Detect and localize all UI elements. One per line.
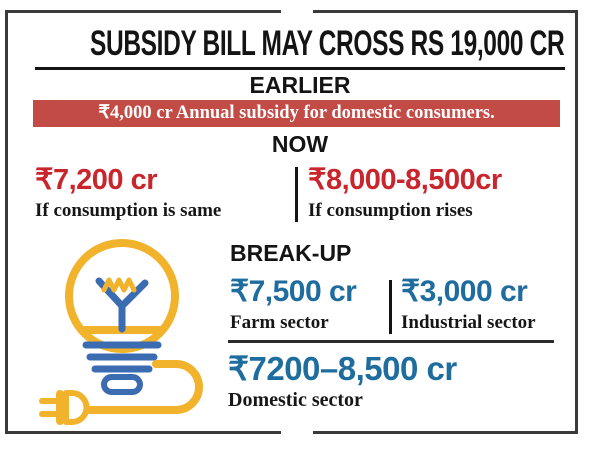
title-underline <box>35 67 565 70</box>
now-rises-amount: ₹8,000-8,500cr <box>308 164 502 196</box>
now-same-label: If consumption is same <box>35 200 222 221</box>
filament-coil <box>101 277 137 293</box>
earlier-heading: EARLIER <box>249 72 351 98</box>
border-gap-top <box>281 7 313 17</box>
now-same-consumption: ₹7,200 cr If consumption is same <box>35 162 290 222</box>
breakup-heading: BREAK-UP <box>230 240 352 266</box>
infographic-frame <box>5 10 578 434</box>
domestic-amount: ₹7200–8,500 cr <box>228 350 457 387</box>
page-title: SUBSIDY BILL MAY CROSS RS 19,000 CR <box>90 24 565 63</box>
now-divider <box>295 167 298 222</box>
earlier-banner: ₹4,000 cr Annual subsidy for domestic co… <box>33 100 560 127</box>
now-rises-consumption: ₹8,000-8,500cr If consumption rises <box>308 162 570 222</box>
domestic-label: Domestic sector <box>228 389 363 411</box>
breakup-industrial: ₹3,000 cr Industrial sector <box>401 274 571 334</box>
breakup-farm: ₹7,500 cr Farm sector <box>230 274 385 334</box>
breakup-rule <box>228 340 554 343</box>
bulb-filament <box>95 277 149 333</box>
industrial-amount: ₹3,000 cr <box>401 275 528 308</box>
bulb-base <box>82 341 162 395</box>
farm-amount: ₹7,500 cr <box>230 275 357 308</box>
now-same-amount: ₹7,200 cr <box>35 164 158 196</box>
bulb-glass <box>65 239 179 353</box>
breakup-domestic: ₹7200–8,500 cr Domestic sector <box>228 349 457 412</box>
power-cord <box>84 360 203 414</box>
farm-label: Farm sector <box>230 312 329 333</box>
border-gap-bottom <box>281 428 313 438</box>
now-heading: NOW <box>271 131 329 157</box>
industrial-label: Industrial sector <box>401 312 536 333</box>
breakup-divider <box>389 280 392 334</box>
plug-icon <box>39 390 90 425</box>
light-bulb-icon <box>39 239 203 425</box>
now-rises-label: If consumption rises <box>308 200 473 221</box>
